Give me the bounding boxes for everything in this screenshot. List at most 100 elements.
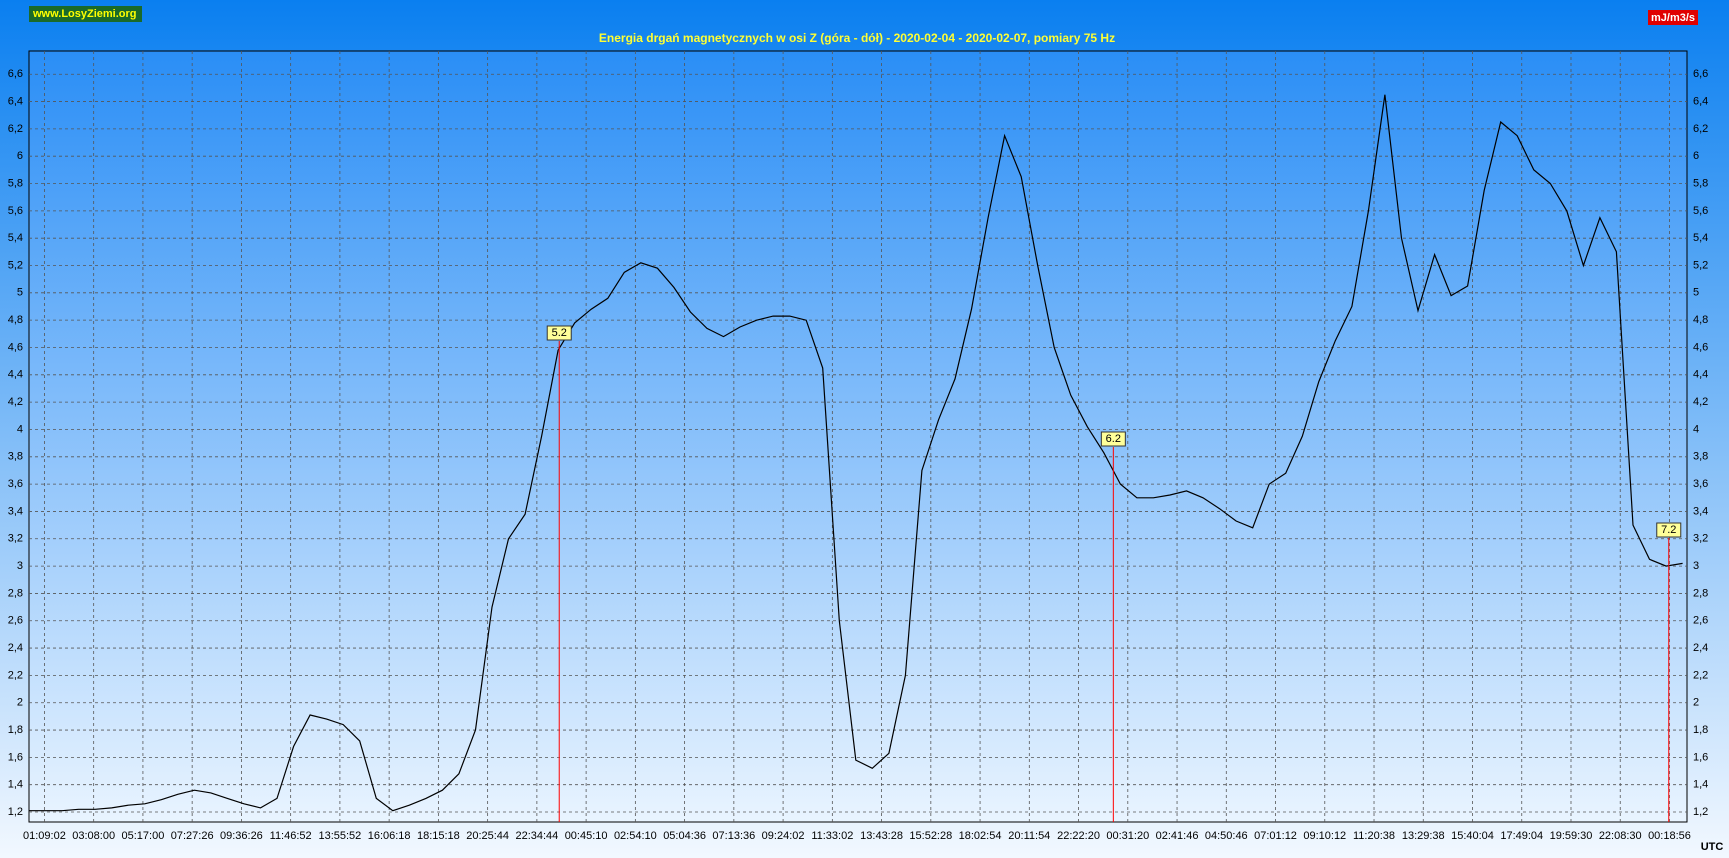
x-tick-label: 00:31:20 <box>1106 830 1149 842</box>
y-tick-label-right: 5,8 <box>1693 177 1708 189</box>
y-tick-label-right: 5 <box>1693 287 1699 299</box>
y-tick-label: 4,4 <box>8 369 23 381</box>
x-tick-label: 20:25:44 <box>466 830 509 842</box>
y-tick-label-right: 2,4 <box>1693 642 1708 654</box>
y-tick-label: 3,4 <box>8 505 23 517</box>
y-tick-label: 3,2 <box>8 533 23 545</box>
y-tick-label: 6,2 <box>8 123 23 135</box>
x-tick-label: 02:54:10 <box>614 830 657 842</box>
x-tick-label: 20:11:54 <box>1008 830 1050 842</box>
y-tick-label: 1,8 <box>8 724 23 736</box>
marker-label: 7.2 <box>1661 524 1676 536</box>
y-tick-label: 4,8 <box>8 314 23 326</box>
x-tick-label: 07:13:36 <box>712 830 755 842</box>
x-tick-label: 00:45:10 <box>565 830 608 842</box>
x-tick-label: 22:34:44 <box>515 830 558 842</box>
unit: mJ/m3/s <box>1651 12 1695 24</box>
x-tick-label: 11:46:52 <box>270 830 312 842</box>
x-tick-label: 19:59:30 <box>1550 830 1593 842</box>
x-tick-label: 13:43:28 <box>860 830 903 842</box>
y-tick-label-right: 1,8 <box>1693 724 1708 736</box>
x-tick-label: 18:15:18 <box>417 830 460 842</box>
y-tick-label-right: 6,4 <box>1693 95 1708 107</box>
y-tick-label: 1,4 <box>8 779 23 791</box>
y-tick-label-right: 4 <box>1693 423 1699 435</box>
y-tick-label: 1,6 <box>8 751 23 763</box>
y-tick-label-right: 4,2 <box>1693 396 1708 408</box>
x-tick-label: 03:08:00 <box>72 830 115 842</box>
y-tick-label-right: 6,6 <box>1693 68 1708 80</box>
y-tick-label-right: 6 <box>1693 150 1699 162</box>
x-tick-label: 11:33:02 <box>811 830 853 842</box>
y-tick-label: 5,2 <box>8 259 23 271</box>
x-tick-label: 16:06:18 <box>368 830 411 842</box>
y-tick-label-right: 5,2 <box>1693 259 1708 271</box>
y-tick-label-right: 4,8 <box>1693 314 1708 326</box>
marker-label: 5.2 <box>552 327 567 339</box>
y-tick-label: 6,4 <box>8 95 23 107</box>
x-tick-label: 11:20:38 <box>1353 830 1395 842</box>
y-tick-label-right: 1,4 <box>1693 779 1708 791</box>
y-tick-label: 2,2 <box>8 669 23 681</box>
y-tick-label: 5,8 <box>8 177 23 189</box>
y-tick-label-right: 3,2 <box>1693 533 1708 545</box>
y-tick-label: 4 <box>17 423 23 435</box>
x-tick-label: 09:24:02 <box>762 830 805 842</box>
x-tick-label: 02:41:46 <box>1156 830 1199 842</box>
x-tick-label: 13:29:38 <box>1402 830 1445 842</box>
site-badge <box>29 6 142 22</box>
y-tick-label-right: 2 <box>1693 697 1699 709</box>
y-tick-label-right: 3 <box>1693 560 1699 572</box>
x-tick-label: 04:50:46 <box>1205 830 1248 842</box>
y-tick-label: 5 <box>17 287 23 299</box>
y-tick-label-right: 6,2 <box>1693 123 1708 135</box>
y-tick-label-right: 2,2 <box>1693 669 1708 681</box>
y-tick-label-right: 4,6 <box>1693 341 1708 353</box>
y-tick-label-right: 4,4 <box>1693 369 1708 381</box>
x-tick-label: 13:55:52 <box>318 830 361 842</box>
x-tick-label: 09:10:12 <box>1303 830 1346 842</box>
plot-area <box>28 50 1688 823</box>
x-tick-label: 05:04:36 <box>663 830 706 842</box>
y-tick-label: 5,4 <box>8 232 23 244</box>
y-tick-label-right: 2,8 <box>1693 587 1708 599</box>
x-tick-label: 15:52:28 <box>909 830 952 842</box>
x-tick-label: 00:18:56 <box>1648 830 1691 842</box>
y-tick-label: 3,6 <box>8 478 23 490</box>
x-tick-label: 22:08:30 <box>1599 830 1642 842</box>
y-tick-label-right: 2,6 <box>1693 615 1708 627</box>
x-tick-label: 22:22:20 <box>1057 830 1100 842</box>
x-tick-label: 07:27:26 <box>171 830 214 842</box>
x-tick-label: 09:36:26 <box>220 830 263 842</box>
y-tick-label-right: 5,6 <box>1693 205 1708 217</box>
y-tick-label: 3 <box>17 560 23 572</box>
y-tick-label-right: 5,4 <box>1693 232 1708 244</box>
x-tick-label: 01:09:02 <box>23 830 66 842</box>
y-tick-label: 3,8 <box>8 451 23 463</box>
y-tick-label: 6 <box>17 150 23 162</box>
x-tick-label: 17:49:04 <box>1500 830 1543 842</box>
x-tick-label: 05:17:00 <box>122 830 165 842</box>
y-tick-label: 6,6 <box>8 68 23 80</box>
y-tick-label-right: 1,2 <box>1693 806 1708 818</box>
data-line <box>29 94 1683 812</box>
y-tick-label: 4,2 <box>8 396 23 408</box>
marker-box <box>1100 431 1126 447</box>
y-tick-label: 4,6 <box>8 341 23 353</box>
y-tick-label: 5,6 <box>8 205 23 217</box>
marker-label: 6.2 <box>1106 433 1121 445</box>
site: www.LosyZiemi.org <box>32 8 137 20</box>
x-tick-label: 18:02:54 <box>959 830 1002 842</box>
y-tick-label-right: 3,4 <box>1693 505 1708 517</box>
marker-box <box>1656 522 1682 538</box>
x-axis-label: UTC <box>1701 841 1724 853</box>
y-tick-label-right: 3,8 <box>1693 451 1708 463</box>
marker-box <box>546 325 572 341</box>
y-tick-label-right: 1,6 <box>1693 751 1708 763</box>
x-tick-label: 15:40:04 <box>1451 830 1494 842</box>
y-tick-label: 1,2 <box>8 806 23 818</box>
y-tick-label: 2 <box>17 697 23 709</box>
unit-badge <box>1648 10 1698 25</box>
